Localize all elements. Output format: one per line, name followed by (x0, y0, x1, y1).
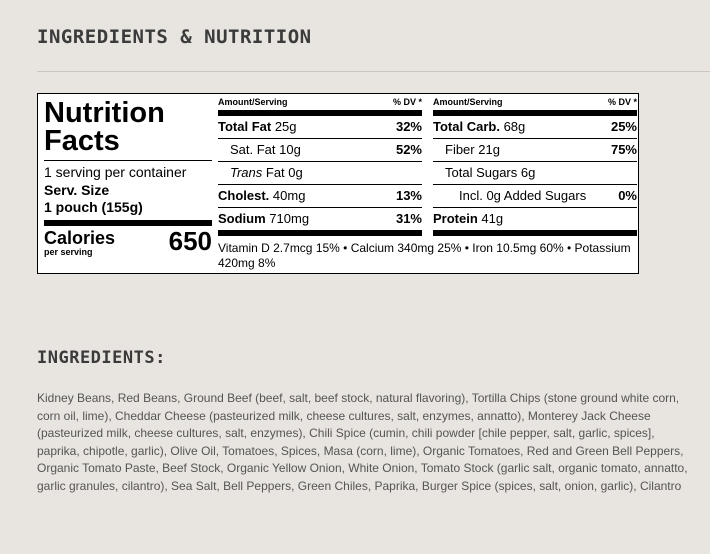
nutrient-dv: 25% (610, 119, 637, 134)
nutrient-amount: Fat 0g (265, 165, 303, 180)
amount-header: Amount/Serving (218, 97, 288, 107)
nutrient-row-fiber: Fiber 21g 75% (433, 139, 637, 162)
nutrient-dv: 0% (618, 188, 637, 203)
label-summary: Nutrition Facts 1 serving per container … (44, 99, 212, 257)
calories-row: Calories per serving 650 (44, 226, 212, 257)
nutrient-amount: 10g (279, 142, 301, 157)
serving-size-value: 1 pouch (155g) (44, 199, 143, 215)
dv-header: % DV * (607, 97, 637, 107)
nutrient-dv: 75% (610, 142, 637, 157)
nutrient-row-trans-fat: Trans Fat 0g (218, 162, 422, 185)
serving-size-label: Serv. Size (44, 182, 110, 198)
nutrient-row-sat-fat: Sat. Fat 10g 52% (218, 139, 422, 162)
nutrient-row-total-carb: Total Carb. 68g 25% (433, 116, 637, 139)
dv-header: % DV * (392, 97, 422, 107)
nutrient-amount: 710mg (269, 211, 310, 226)
vitamins-minerals: Vitamin D 2.7mcg 15% • Calcium 340mg 25%… (218, 241, 631, 270)
nutrient-amount: 41g (481, 211, 504, 226)
column-header: Amount/Serving % DV * (433, 97, 637, 116)
nutrient-name: Total Sugars 6g (445, 165, 536, 180)
nutrient-row-total-sugars: Total Sugars 6g (433, 162, 637, 185)
nutrient-row-cholesterol: Cholest. 40mg 13% (218, 185, 422, 208)
divider-thick (44, 220, 212, 226)
nutrient-row-sodium: Sodium 710mg 31% (218, 208, 422, 236)
nutrition-facts-title: Nutrition Facts (44, 97, 212, 157)
nutrient-name: Fiber (445, 142, 475, 157)
nutrient-row-total-fat: Total Fat 25g 32% (218, 116, 422, 139)
nutrient-name: Total Fat (218, 119, 272, 134)
nutrient-column-right: Amount/Serving % DV * Total Carb. 68g 25… (433, 97, 637, 236)
title-line-1: Nutrition (44, 97, 165, 129)
nutrient-dv: 32% (395, 119, 422, 134)
nutrient-name: Cholest. (218, 188, 270, 203)
nutrient-row-protein: Protein 41g (433, 208, 637, 236)
nutrient-dv: 13% (395, 188, 422, 203)
calories-value: 650 (168, 226, 212, 256)
nutrient-name: Sodium (218, 211, 266, 226)
nutrient-column-left: Amount/Serving % DV * Total Fat 25g 32% … (218, 97, 422, 236)
nutrient-dv: 31% (395, 211, 422, 226)
servings-per-container: 1 serving per container (44, 164, 187, 180)
nutrient-amount: 40mg (272, 188, 306, 203)
nutrient-name: Trans (230, 165, 263, 180)
nutrient-name: Protein (433, 211, 478, 226)
nutrient-amount: 21g (478, 142, 500, 157)
heading-divider (37, 71, 710, 72)
calories-per-serving: per serving (44, 247, 93, 257)
nutrient-dv: 52% (395, 142, 422, 157)
title-line-2: Facts (44, 125, 120, 157)
calories-label: Calories (44, 228, 116, 248)
nutrient-name: Incl. 0g Added Sugars (459, 188, 587, 203)
divider (44, 160, 212, 161)
amount-header: Amount/Serving (433, 97, 503, 107)
nutrient-name: Total Carb. (433, 119, 500, 134)
nutrient-amount: 68g (503, 119, 526, 134)
ingredients-list: Kidney Beans, Red Beans, Ground Beef (be… (37, 391, 688, 493)
nutrient-name: Sat. Fat (230, 142, 276, 157)
nutrient-row-added-sugars: Incl. 0g Added Sugars 0% (433, 185, 637, 208)
section-heading-ingredients: INGREDIENTS: (37, 348, 166, 368)
column-header: Amount/Serving % DV * (218, 97, 422, 116)
section-heading-ingredients-nutrition: INGREDIENTS & NUTRITION (37, 26, 312, 48)
nutrition-facts-label: Nutrition Facts 1 serving per container … (37, 93, 639, 274)
nutrient-amount: 25g (274, 119, 297, 134)
